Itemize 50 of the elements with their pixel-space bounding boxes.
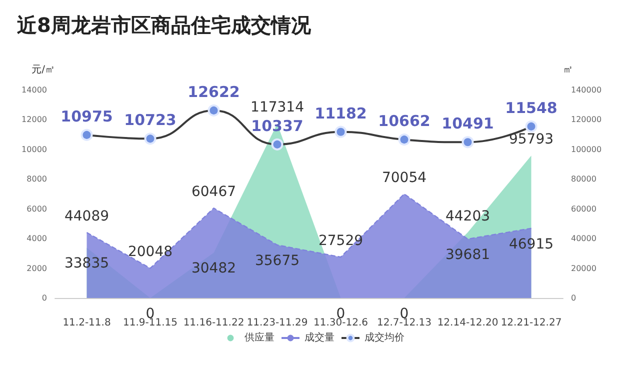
data-label: 10662 [378, 112, 430, 130]
legend-label: 成交量 [304, 332, 334, 344]
data-label: 30482 [191, 260, 236, 277]
data-label: 117314 [250, 100, 304, 116]
data-label: 95793 [508, 132, 554, 148]
y2-tick-label: 140000 [571, 86, 602, 94]
y-tick-label: 12000 [22, 115, 47, 124]
y-axis-title: 元/㎡ [32, 64, 55, 76]
y-tick-label: 8000 [26, 174, 47, 184]
data-label: 12622 [188, 82, 240, 101]
data-label: 10491 [442, 114, 494, 133]
x-tick-label: 11.23-11.29 [246, 318, 308, 328]
data-label: 10723 [124, 111, 176, 130]
y-tick-label: 4000 [26, 234, 47, 244]
y-tick-label: 0 [42, 294, 47, 302]
chart-title: 近8周龙岩市区商品住宅成交情况 [16, 13, 312, 37]
x-tick-label: 12.21-12.27 [500, 318, 562, 328]
data-label: 10337 [251, 116, 304, 135]
data-label: 10975 [60, 107, 113, 126]
y-tick-label: 10000 [22, 144, 47, 154]
x-tick-label: 11.30-12.6 [313, 318, 368, 328]
data-label: 35675 [254, 253, 300, 269]
data-label: 70054 [382, 170, 427, 186]
y2-tick-label: 20000 [571, 264, 596, 273]
y-tick-label: 2000 [26, 264, 47, 273]
y2-tick-label: 100000 [571, 144, 602, 154]
data-label: 60467 [191, 184, 236, 200]
y-tick-label: 14000 [22, 86, 47, 94]
data-label: 11548 [505, 98, 558, 117]
data-label: 33835 [64, 256, 110, 272]
data-label: 11182 [314, 104, 367, 122]
x-tick-label: 11.16-11.22 [183, 318, 244, 328]
legend-label: 成交均价 [364, 332, 404, 344]
data-label: 39681 [445, 247, 490, 264]
y2-tick-label: 60000 [571, 204, 596, 214]
y2-tick-label: 0 [571, 294, 576, 302]
data-label: 27529 [318, 233, 364, 250]
y2-tick-label: 120000 [571, 115, 602, 124]
data-label: 44089 [64, 208, 110, 224]
data-label: 20048 [128, 244, 173, 260]
x-tick-label: 12.7-12.13 [376, 318, 432, 328]
data-label: 44203 [445, 208, 490, 224]
x-tick-label: 11.2-11.8 [62, 318, 111, 328]
y-tick-label: 6000 [26, 204, 47, 214]
y2-tick-label: 40000 [571, 234, 596, 244]
y2-tick-label: 80000 [571, 174, 596, 184]
x-tick-label: 12.14-12.20 [437, 318, 498, 328]
x-tick-label: 11.9-11.15 [122, 318, 178, 328]
y2-axis-title: ㎡ [563, 64, 573, 76]
legend-label: 供应量 [244, 332, 274, 344]
